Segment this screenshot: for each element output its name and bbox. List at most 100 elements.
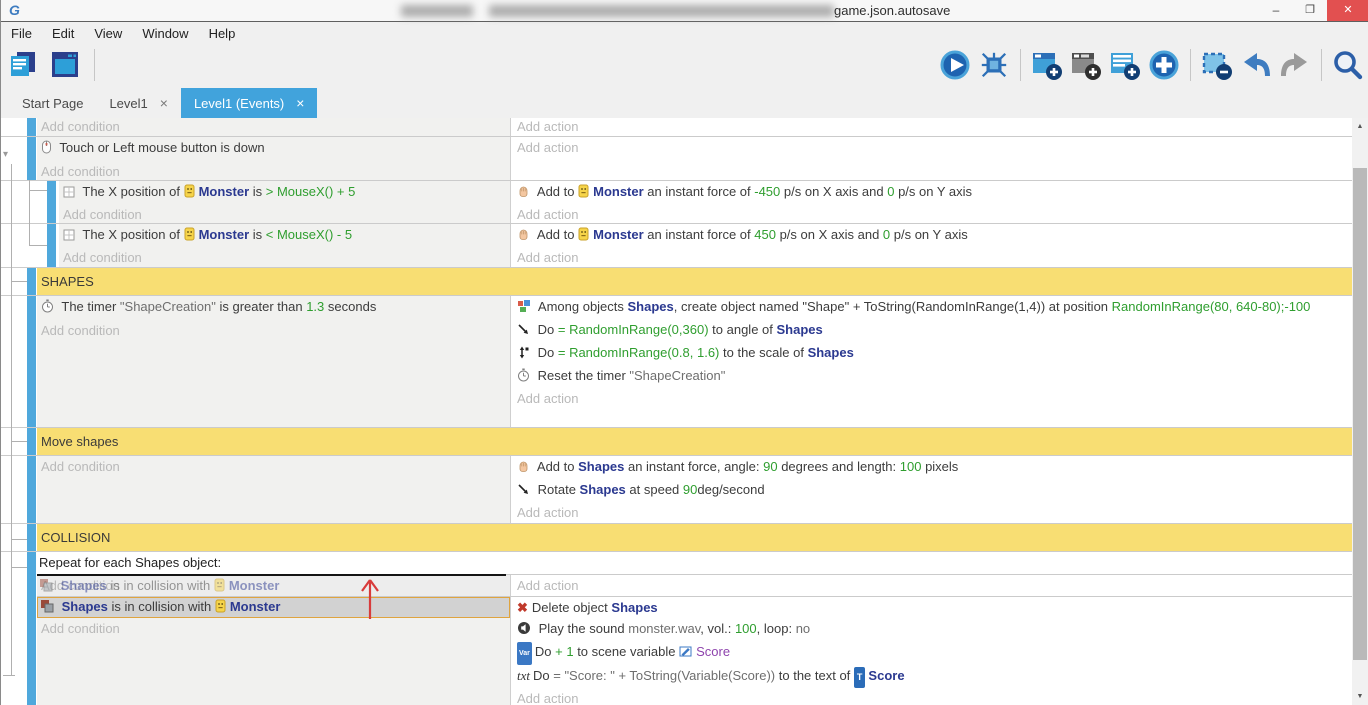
create-object-icon [517,298,531,319]
add-action-link[interactable]: Add action [517,207,579,222]
add-comment-icon[interactable] [1109,48,1141,82]
add-subevent-icon[interactable] [1070,48,1102,82]
tab-label: Level1 [109,95,148,111]
actions-cell: Add to Shapes an instant force, angle: 9… [511,456,1352,523]
tab-start-page[interactable]: Start Page [9,88,96,118]
menubar: File Edit View Window Help [1,22,1368,44]
force-hand-icon [517,226,530,247]
close-button[interactable]: ✕ [1327,0,1368,21]
section-header-move[interactable]: Move shapes [37,428,1352,455]
add-condition-link[interactable]: Add condition [63,207,142,222]
action-text: Reset the timer [537,368,630,383]
action-set-scale[interactable]: Do = RandomInRange(0.8, 1.6) to the scal… [517,342,1352,365]
add-action-link[interactable]: Add action [517,250,579,265]
condition-collision-selected[interactable]: Shapes is in collision with Monster [37,597,510,618]
expression: < MouseX() - 5 [265,227,353,242]
action-delete-object[interactable]: ✖ Delete object Shapes [517,597,1352,618]
tab-level1[interactable]: Level1 × [96,88,181,118]
undo-icon[interactable] [1240,48,1272,82]
project-manager-icon[interactable] [7,48,39,82]
debug-icon[interactable] [978,48,1010,82]
conditions-cell: Touch or Left mouse button is down Add c… [37,137,511,180]
action-add-force[interactable]: Add to Shapes an instant force, angle: 9… [517,456,1352,479]
tab-level1-events[interactable]: Level1 (Events) × [180,88,318,118]
rotate-arrow-icon [517,481,530,502]
condition-timer[interactable]: The timer "ShapeCreation" is greater tha… [41,296,510,320]
repeat-header[interactable]: Repeat for each Shapes object: [37,552,1352,574]
action-add-force[interactable]: Add to Monster an instant force of 450 p… [517,224,1352,247]
menu-help[interactable]: Help [208,25,236,41]
expression: > MouseX() + 5 [265,184,356,199]
section-collision: COLLISION [1,523,1352,551]
tab-close-icon[interactable]: × [296,95,305,111]
add-condition-link[interactable]: Add condition [41,119,120,134]
object-name: Monster [198,227,250,242]
add-condition-link[interactable]: Add condition [41,459,120,474]
conditions-cell: Add condition [37,456,511,523]
sound-file: monster.wav [628,621,701,636]
add-condition-link[interactable]: Add condition [41,323,120,338]
search-icon[interactable] [1332,48,1364,82]
toolbar-separator [1190,49,1191,81]
play-icon[interactable] [939,48,971,82]
action-create-object[interactable]: Among objects Shapes, create object name… [517,296,1352,319]
event-bar [47,181,56,223]
menu-view[interactable]: View [94,25,123,41]
expression: 100 [734,621,757,636]
expression: -450 [754,184,781,199]
events-sheet: Add condition Add action Touch or Left m… [1,118,1368,705]
add-condition-link[interactable]: Add condition [41,578,120,593]
force-hand-icon [517,458,530,479]
action-text: Add to [536,459,579,474]
add-condition-link[interactable]: Add condition [63,250,142,265]
menu-edit[interactable]: Edit [51,25,75,41]
monster-object-icon [184,183,195,204]
add-other-icon[interactable] [1148,48,1180,82]
menu-window[interactable]: Window [142,25,189,41]
add-condition-link[interactable]: Add condition [41,621,120,636]
add-event-icon[interactable] [1031,48,1063,82]
remove-selection-icon[interactable] [1201,48,1233,82]
action-text: Do [537,345,558,360]
actions-cell: ✖ Delete object Shapes Play the sound mon… [511,597,1352,705]
condition-x-position[interactable]: The X position of Monster is > MouseX() … [63,181,510,204]
tab-close-icon[interactable]: × [159,95,168,111]
section-header-shapes[interactable]: SHAPES [37,268,1352,295]
action-rotate[interactable]: Rotate Shapes at speed 90deg/second [517,479,1352,502]
action-reset-timer[interactable]: Reset the timer "ShapeCreation" [517,365,1352,388]
event-gutter [1,456,37,523]
sound-icon [517,620,531,641]
maximize-button[interactable]: ❐ [1305,4,1315,16]
add-action-link[interactable]: Add action [517,140,579,155]
minimize-button[interactable]: – [1272,3,1280,17]
object-name: Shapes [627,299,674,314]
action-set-text[interactable]: txt Do = "Score: " + ToString(Variable(Sc… [517,665,1352,688]
window-title: game.json.autosave [834,3,951,18]
drop-indicator-line [37,574,506,576]
scrollbar-thumb[interactable] [1353,168,1367,660]
add-action-link[interactable]: Add action [517,505,579,520]
action-add-variable[interactable]: Var Do + 1 to scene variable Score [517,641,1352,665]
condition-x-position[interactable]: The X position of Monster is < MouseX() … [63,224,510,247]
force-hand-icon [517,183,530,204]
redo-icon[interactable] [1279,48,1311,82]
add-action-link[interactable]: Add action [517,578,579,593]
condition-touch[interactable]: Touch or Left mouse button is down [41,137,510,161]
add-action-link[interactable]: Add action [517,391,579,406]
add-action-link[interactable]: Add action [517,119,579,134]
action-set-angle[interactable]: Do = RandomInRange(0,360) to angle of Sh… [517,319,1352,342]
action-add-force[interactable]: Add to Monster an instant force of -450 … [517,181,1352,204]
menu-file[interactable]: File [11,25,32,41]
scrollbar-up-icon[interactable]: ▲ [1356,123,1364,130]
condition-text: seconds [324,299,377,314]
add-condition-link[interactable]: Add condition [41,164,120,179]
monster-object-icon [184,226,195,247]
section-header-collision[interactable]: COLLISION [37,524,1352,551]
add-action-link[interactable]: Add action [517,691,579,705]
scene-editor-window-icon[interactable] [49,48,81,82]
action-play-sound[interactable]: Play the sound monster.wav, vol.: 100, l… [517,618,1352,641]
event-bar [27,524,36,551]
scrollbar-down-icon[interactable]: ▼ [1356,693,1364,700]
object-name: Shapes [807,345,854,360]
